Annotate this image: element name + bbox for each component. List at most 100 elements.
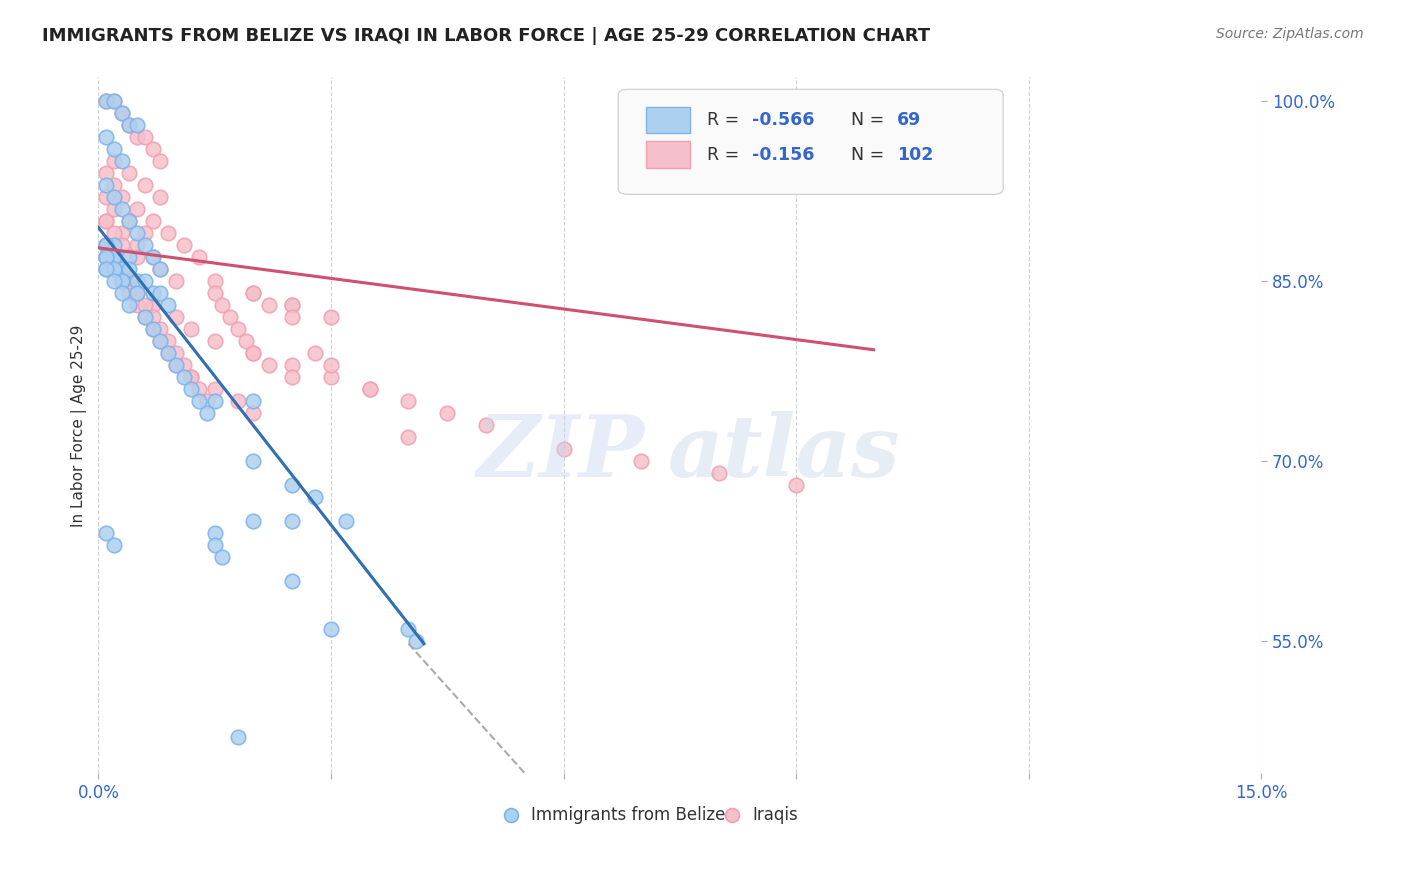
Point [149, 262, 172, 277]
Point [226, 394, 249, 409]
Point [94, 178, 117, 193]
Point [110, 286, 132, 301]
Point [149, 286, 172, 301]
Point [118, 286, 141, 301]
Point [707, 467, 730, 481]
Point [157, 346, 180, 360]
Point [149, 154, 172, 169]
Point [94, 238, 117, 252]
Point [436, 406, 458, 420]
Point [630, 454, 652, 468]
Point [103, 274, 125, 288]
Point [127, 251, 149, 265]
Point [785, 478, 807, 492]
Text: ZIP: ZIP [477, 411, 645, 495]
Point [188, 251, 211, 265]
Point [110, 274, 132, 288]
Point [242, 346, 264, 360]
Point [149, 334, 172, 349]
Point [94, 95, 117, 109]
Point [110, 274, 132, 288]
Point [149, 334, 172, 349]
Point [180, 322, 202, 336]
Text: 102: 102 [897, 145, 934, 163]
Point [110, 274, 132, 288]
Point [195, 394, 218, 409]
Point [475, 418, 498, 433]
Point [103, 143, 125, 157]
Point [103, 190, 125, 204]
Point [281, 370, 304, 384]
Point [204, 383, 226, 397]
Point [94, 130, 117, 145]
Point [335, 514, 357, 528]
Point [359, 383, 381, 397]
Point [211, 550, 233, 565]
Point [134, 130, 156, 145]
Point [103, 262, 125, 277]
Point [195, 406, 218, 420]
Point [118, 262, 141, 277]
Point [553, 442, 575, 457]
FancyBboxPatch shape [619, 89, 1002, 194]
Point [103, 154, 125, 169]
Point [173, 238, 195, 252]
Point [157, 346, 180, 360]
Point [405, 634, 427, 648]
Point [118, 214, 141, 228]
Point [103, 251, 125, 265]
Point [110, 190, 132, 204]
Point [173, 370, 195, 384]
Point [103, 251, 125, 265]
Point [103, 251, 125, 265]
Point [127, 274, 149, 288]
Point [242, 286, 264, 301]
Point [103, 538, 125, 552]
Point [103, 178, 125, 193]
Point [281, 298, 304, 312]
Point [319, 359, 342, 373]
Point [94, 214, 117, 228]
Point [165, 359, 187, 373]
Point [110, 262, 132, 277]
Point [142, 322, 165, 336]
Point [118, 274, 141, 288]
Point [142, 310, 165, 325]
Point [281, 478, 304, 492]
Point [127, 202, 149, 217]
Y-axis label: In Labor Force | Age 25-29: In Labor Force | Age 25-29 [72, 324, 87, 526]
Point [134, 238, 156, 252]
Point [281, 310, 304, 325]
Point [118, 298, 141, 312]
Point [142, 251, 165, 265]
Point [149, 322, 172, 336]
Text: Immigrants from Belize: Immigrants from Belize [531, 806, 725, 824]
Point [242, 454, 264, 468]
Point [103, 227, 125, 241]
Text: Iraqis: Iraqis [752, 806, 797, 824]
Point [110, 202, 132, 217]
Point [110, 238, 132, 252]
Text: N =: N = [851, 145, 890, 163]
Point [319, 310, 342, 325]
Point [173, 359, 195, 373]
Point [226, 731, 249, 745]
Point [281, 514, 304, 528]
Point [398, 394, 420, 409]
Point [94, 190, 117, 204]
Text: R =: R = [707, 111, 744, 128]
Point [118, 119, 141, 133]
Point [219, 310, 242, 325]
Point [257, 298, 280, 312]
Point [127, 130, 149, 145]
Point [204, 538, 226, 552]
Point [110, 106, 132, 120]
Point [103, 262, 125, 277]
Point [142, 298, 165, 312]
Point [94, 238, 117, 252]
Text: atlas: atlas [668, 411, 901, 495]
Text: Source: ZipAtlas.com: Source: ZipAtlas.com [1216, 27, 1364, 41]
Point [134, 310, 156, 325]
Text: 69: 69 [897, 111, 921, 128]
Point [103, 238, 125, 252]
